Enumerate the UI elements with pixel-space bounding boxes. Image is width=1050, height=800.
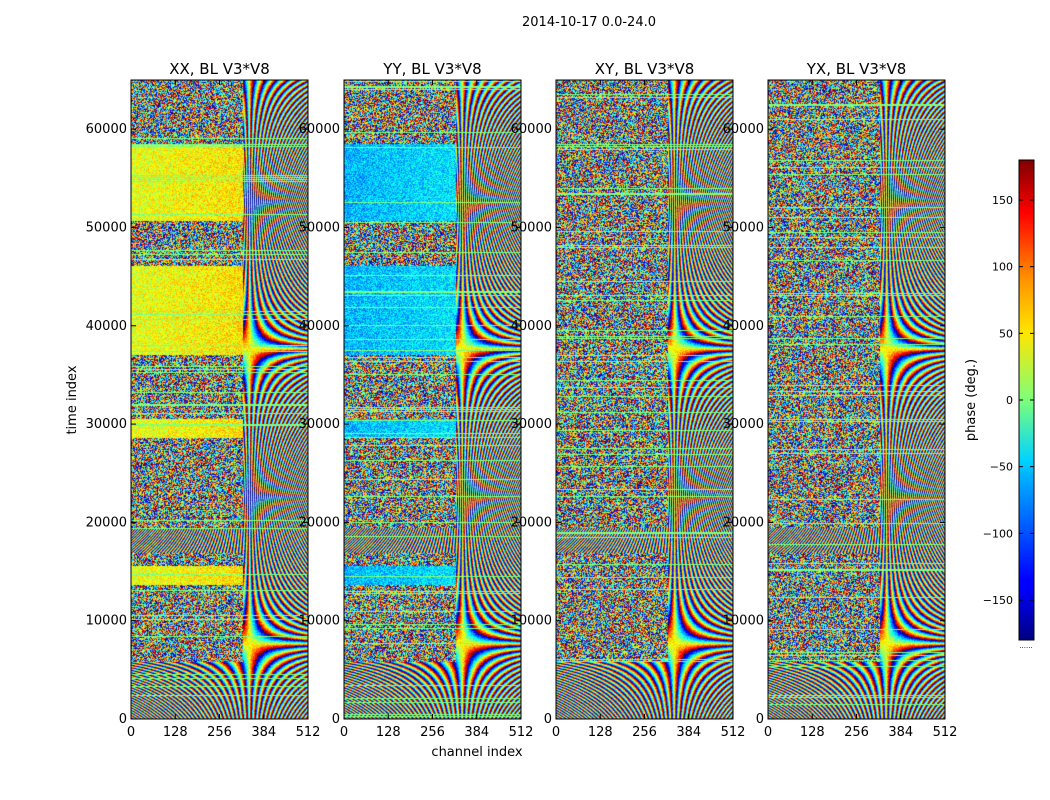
x-tick-label: 512 <box>933 725 958 740</box>
panel-3: YX, BL V3*V8 0 128 256 384 512 0 10000 20000 3000… <box>723 60 958 740</box>
panel-0: XX, BL V3*V8 0 128 256 384 512 0 10000 20000 3000… <box>86 60 321 740</box>
colorbar-extra-label: ...... <box>1019 642 1032 650</box>
x-tick-label: 128 <box>376 725 401 740</box>
y-tick-label: 10000 <box>86 614 127 629</box>
y-tick-label: 50000 <box>299 220 340 235</box>
phase-heatmap-3 <box>768 80 945 719</box>
x-tick-label: 256 <box>207 725 232 740</box>
x-tick-label: 256 <box>844 725 869 740</box>
colorbar-ticks: −150 −100 −50 0 50 100 150 <box>983 194 1034 607</box>
colorbar: −150 −100 −50 0 50 100 150 phase (deg.) ...... <box>964 159 1035 650</box>
x-tick-label: 384 <box>888 725 913 740</box>
x-tick-label: 128 <box>163 725 188 740</box>
x-tick-label: 128 <box>588 725 613 740</box>
figure-suptitle: 2014-10-17 0.0-24.0 <box>522 15 656 30</box>
x-tick-label: 256 <box>420 725 445 740</box>
x-tick-label: 384 <box>251 725 276 740</box>
x-tick-label: 128 <box>800 725 825 740</box>
phase-heatmap-2 <box>556 80 733 719</box>
x-tick-label: 512 <box>509 725 534 740</box>
x-tick-label: 0 <box>552 725 560 740</box>
colorbar-label: phase (deg.) <box>964 359 979 441</box>
x-tick-label: 0 <box>764 725 772 740</box>
colorbar-tick-label: −50 <box>990 461 1013 474</box>
y-tick-label: 20000 <box>299 515 340 530</box>
y-tick-label: 30000 <box>723 417 764 432</box>
y-tick-label: 60000 <box>86 122 127 137</box>
panel-2: XY, BL V3*V8 0 128 256 384 512 0 10000 20000 3000… <box>511 60 746 740</box>
panel-title-2: XY, BL V3*V8 <box>595 60 695 78</box>
y-tick-label: 0 <box>119 712 127 727</box>
y-tick-label: 50000 <box>723 220 764 235</box>
y-tick-label: 50000 <box>511 220 552 235</box>
x-tick-label: 384 <box>464 725 489 740</box>
x-tick-label: 384 <box>676 725 701 740</box>
x-tick-label: 512 <box>296 725 321 740</box>
y-tick-label: 0 <box>544 712 552 727</box>
panel-title-3: YX, BL V3*V8 <box>806 60 907 78</box>
x-tick-label: 256 <box>632 725 657 740</box>
y-tick-label: 10000 <box>299 614 340 629</box>
y-tick-label: 40000 <box>299 319 340 334</box>
y-tick-label: 30000 <box>299 417 340 432</box>
y-tick-label: 10000 <box>511 614 552 629</box>
phase-heatmap-1 <box>344 80 521 719</box>
y-tick-label: 60000 <box>511 122 552 137</box>
x-tick-label: 0 <box>340 725 348 740</box>
y-tick-label: 60000 <box>299 122 340 137</box>
y-tick-label: 20000 <box>723 515 764 530</box>
colorbar-tick-label: 0 <box>1006 394 1013 407</box>
y-tick-label: 0 <box>756 712 764 727</box>
colorbar-tick-label: 100 <box>992 261 1013 274</box>
y-axis-label: time index <box>65 365 80 434</box>
x-tick-label: 512 <box>721 725 746 740</box>
panels: XX, BL V3*V8 0 128 256 384 512 0 10000 20000 3000… <box>86 60 958 740</box>
y-tick-label: 10000 <box>723 614 764 629</box>
panel-title-1: YY, BL V3*V8 <box>382 60 481 78</box>
y-tick-label: 30000 <box>86 417 127 432</box>
x-axis-label: channel index <box>431 745 522 760</box>
panel-title-0: XX, BL V3*V8 <box>169 60 270 78</box>
colorbar-tick-label: 150 <box>992 194 1013 207</box>
y-tick-label: 30000 <box>511 417 552 432</box>
y-tick-label: 40000 <box>511 319 552 334</box>
phase-heatmap-0 <box>131 80 308 719</box>
colorbar-tick-label: −100 <box>983 527 1013 540</box>
y-tick-label: 0 <box>332 712 340 727</box>
colorbar-tick-label: −150 <box>983 594 1013 607</box>
y-tick-label: 40000 <box>723 319 764 334</box>
y-tick-label: 50000 <box>86 220 127 235</box>
y-tick-label: 20000 <box>86 515 127 530</box>
y-tick-label: 20000 <box>511 515 552 530</box>
panel-1: YY, BL V3*V8 0 128 256 384 512 0 10000 20000 3000… <box>299 60 534 740</box>
colorbar-tick-label: 50 <box>999 327 1013 340</box>
y-tick-label: 60000 <box>723 122 764 137</box>
y-tick-label: 40000 <box>86 319 127 334</box>
x-tick-label: 0 <box>127 725 135 740</box>
